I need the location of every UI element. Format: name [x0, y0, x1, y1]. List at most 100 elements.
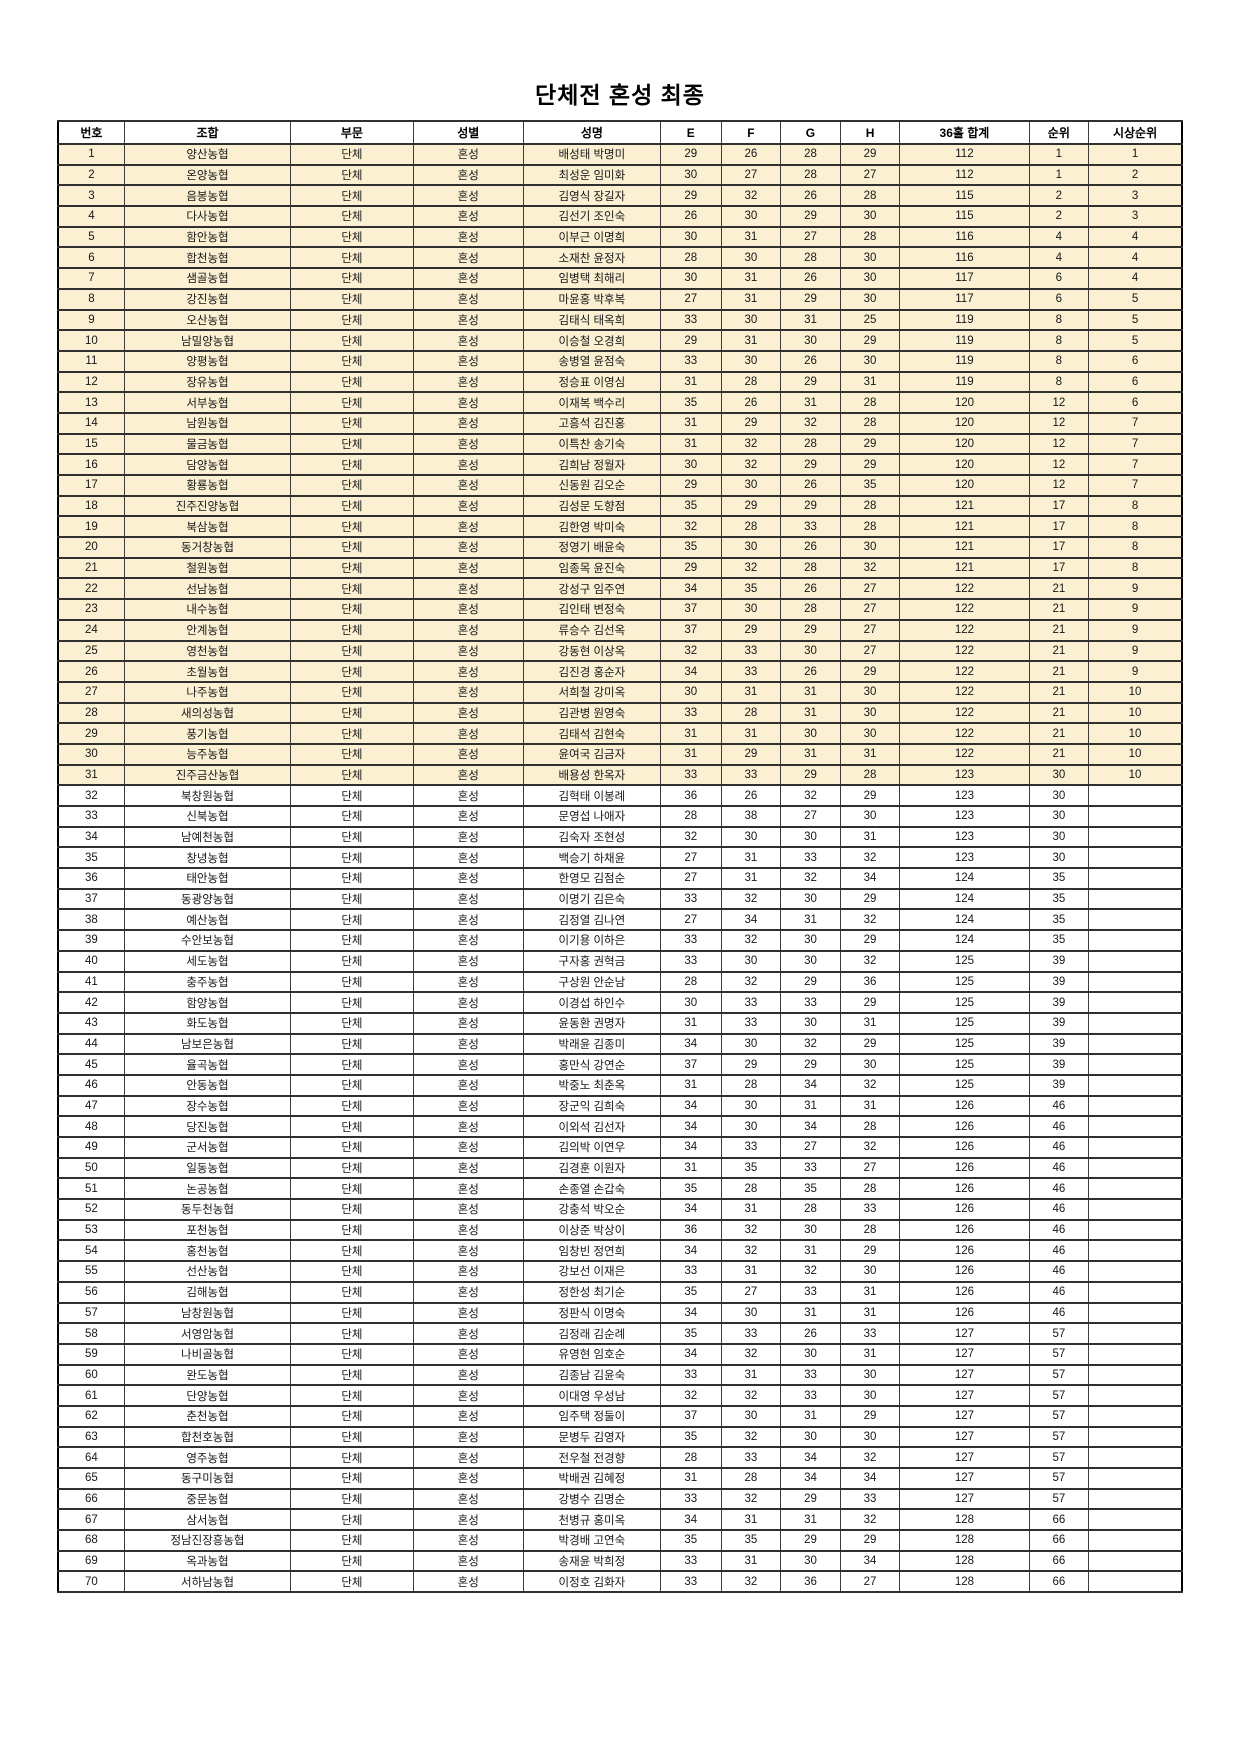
cell-rank: 66: [1028, 1508, 1090, 1532]
cell-no: 1: [57, 143, 125, 166]
cell-total-36-holes: 120: [899, 391, 1030, 414]
cell-gender: 혼성: [412, 494, 524, 518]
cell-score-g: 31: [780, 1301, 841, 1325]
cell-total-36-holes: 119: [899, 308, 1030, 332]
cell-rank: 21: [1028, 618, 1090, 642]
cell-names: 유영현 임호순: [522, 1342, 661, 1366]
cell-gender: 혼성: [412, 742, 524, 766]
cell-score-h: 30: [839, 722, 901, 745]
cell-score-e: 27: [659, 846, 722, 870]
cell-rank: 35: [1028, 867, 1090, 890]
cell-total-36-holes: 112: [899, 163, 1030, 187]
cell-gender: 혼성: [412, 1094, 524, 1118]
table-row: 49 군서농협 단체 혼성 김의박 이연우 34 33 27 32 126 46: [57, 1136, 1183, 1159]
cell-award-rank: [1088, 908, 1183, 932]
cell-score-f: 30: [720, 474, 782, 497]
cell-score-f: 30: [720, 1301, 782, 1325]
cell-award-rank: [1088, 949, 1183, 973]
cell-rank: 17: [1028, 556, 1090, 580]
cell-total-36-holes: 123: [899, 846, 1030, 870]
cell-names: 김관병 원영숙: [522, 701, 661, 725]
cell-names: 이기용 이하은: [522, 929, 661, 952]
cell-score-g: 27: [780, 225, 841, 249]
cell-gender: 혼성: [412, 143, 524, 166]
cell-gender: 혼성: [412, 1549, 524, 1573]
table-row: 20 동거창농협 단체 혼성 정영기 배윤숙 35 30 26 30 121 17 8: [57, 536, 1183, 559]
cell-score-g: 31: [780, 908, 841, 932]
cell-score-e: 34: [659, 1198, 722, 1221]
cell-gender: 혼성: [412, 867, 524, 890]
cell-score-h: 28: [839, 225, 901, 249]
cell-division: 단체: [290, 742, 414, 766]
cell-gender: 혼성: [412, 1487, 524, 1511]
cell-no: 62: [57, 1404, 125, 1428]
cell-total-36-holes: 122: [899, 722, 1030, 745]
cell-gender: 혼성: [412, 1322, 524, 1345]
cell-score-g: 33: [780, 515, 841, 539]
table-row: 35 창녕농협 단체 혼성 백승기 하채윤 27 31 33 32 123 30: [57, 846, 1183, 870]
cell-no: 48: [57, 1115, 125, 1138]
cell-rank: 30: [1028, 763, 1090, 787]
cell-gender: 혼성: [412, 246, 524, 270]
cell-score-g: 31: [780, 742, 841, 766]
cell-rank: 57: [1028, 1384, 1090, 1407]
cell-score-g: 30: [780, 825, 841, 849]
cell-award-rank: [1088, 1218, 1183, 1242]
cell-no: 42: [57, 991, 125, 1014]
cell-association: 내수농협: [123, 598, 292, 621]
cell-rank: 12: [1028, 411, 1090, 435]
cell-division: 단체: [290, 556, 414, 580]
cell-score-f: 31: [720, 1260, 782, 1283]
cell-association: 수안보농협: [123, 929, 292, 952]
cell-division: 단체: [290, 639, 414, 663]
cell-names: 이상준 박상이: [522, 1218, 661, 1242]
cell-total-36-holes: 124: [899, 929, 1030, 952]
cell-division: 단체: [290, 1508, 414, 1532]
cell-division: 단체: [290, 494, 414, 518]
cell-score-g: 33: [780, 846, 841, 870]
cell-no: 54: [57, 1239, 125, 1263]
cell-score-e: 30: [659, 680, 722, 704]
cell-score-e: 36: [659, 1218, 722, 1242]
cell-score-e: 33: [659, 763, 722, 787]
cell-no: 49: [57, 1136, 125, 1159]
cell-no: 58: [57, 1322, 125, 1345]
cell-no: 55: [57, 1260, 125, 1283]
cell-division: 단체: [290, 970, 414, 994]
cell-score-e: 29: [659, 556, 722, 580]
cell-gender: 혼성: [412, 660, 524, 683]
cell-gender: 혼성: [412, 1404, 524, 1428]
cell-division: 단체: [290, 1032, 414, 1056]
cell-score-h: 31: [839, 1011, 901, 1035]
cell-total-36-holes: 125: [899, 991, 1030, 1014]
table-row: 12 장유농협 단체 혼성 정승표 이영심 31 28 29 31 119 8 6: [57, 370, 1183, 394]
cell-award-rank: [1088, 1425, 1183, 1449]
cell-no: 68: [57, 1529, 125, 1552]
cell-association: 태안농협: [123, 867, 292, 890]
cell-division: 단체: [290, 163, 414, 187]
cell-gender: 혼성: [412, 474, 524, 497]
cell-division: 단체: [290, 453, 414, 476]
cell-no: 20: [57, 536, 125, 559]
cell-score-e: 32: [659, 825, 722, 849]
cell-rank: 57: [1028, 1425, 1090, 1449]
cell-score-g: 30: [780, 1218, 841, 1242]
table-row: 63 합천호농협 단체 혼성 문병두 김영자 35 32 30 30 127 57: [57, 1425, 1183, 1449]
cell-award-rank: 8: [1088, 556, 1183, 580]
cell-score-e: 31: [659, 742, 722, 766]
cell-association: 장유농협: [123, 370, 292, 394]
table-row: 36 태안농협 단체 혼성 한영모 김점순 27 31 32 34 124 35: [57, 867, 1183, 890]
cell-gender: 혼성: [412, 784, 524, 807]
cell-rank: 21: [1028, 598, 1090, 621]
cell-gender: 혼성: [412, 370, 524, 394]
cell-division: 단체: [290, 991, 414, 1014]
col-header-rank: 순위: [1028, 120, 1090, 145]
table-body: 1 양산농협 단체 혼성 배성태 박명미 29 26 28 29 112 1 1 2 온양농협 단체 혼성 최성…: [57, 143, 1183, 1594]
cell-award-rank: [1088, 1053, 1183, 1076]
cell-score-g: 32: [780, 867, 841, 890]
cell-award-rank: [1088, 805, 1183, 828]
cell-division: 단체: [290, 825, 414, 849]
cell-total-36-holes: 126: [899, 1094, 1030, 1118]
table-row: 26 초월농협 단체 혼성 김진경 홍순자 34 33 26 29 122 21 9: [57, 660, 1183, 683]
cell-score-e: 31: [659, 1011, 722, 1035]
